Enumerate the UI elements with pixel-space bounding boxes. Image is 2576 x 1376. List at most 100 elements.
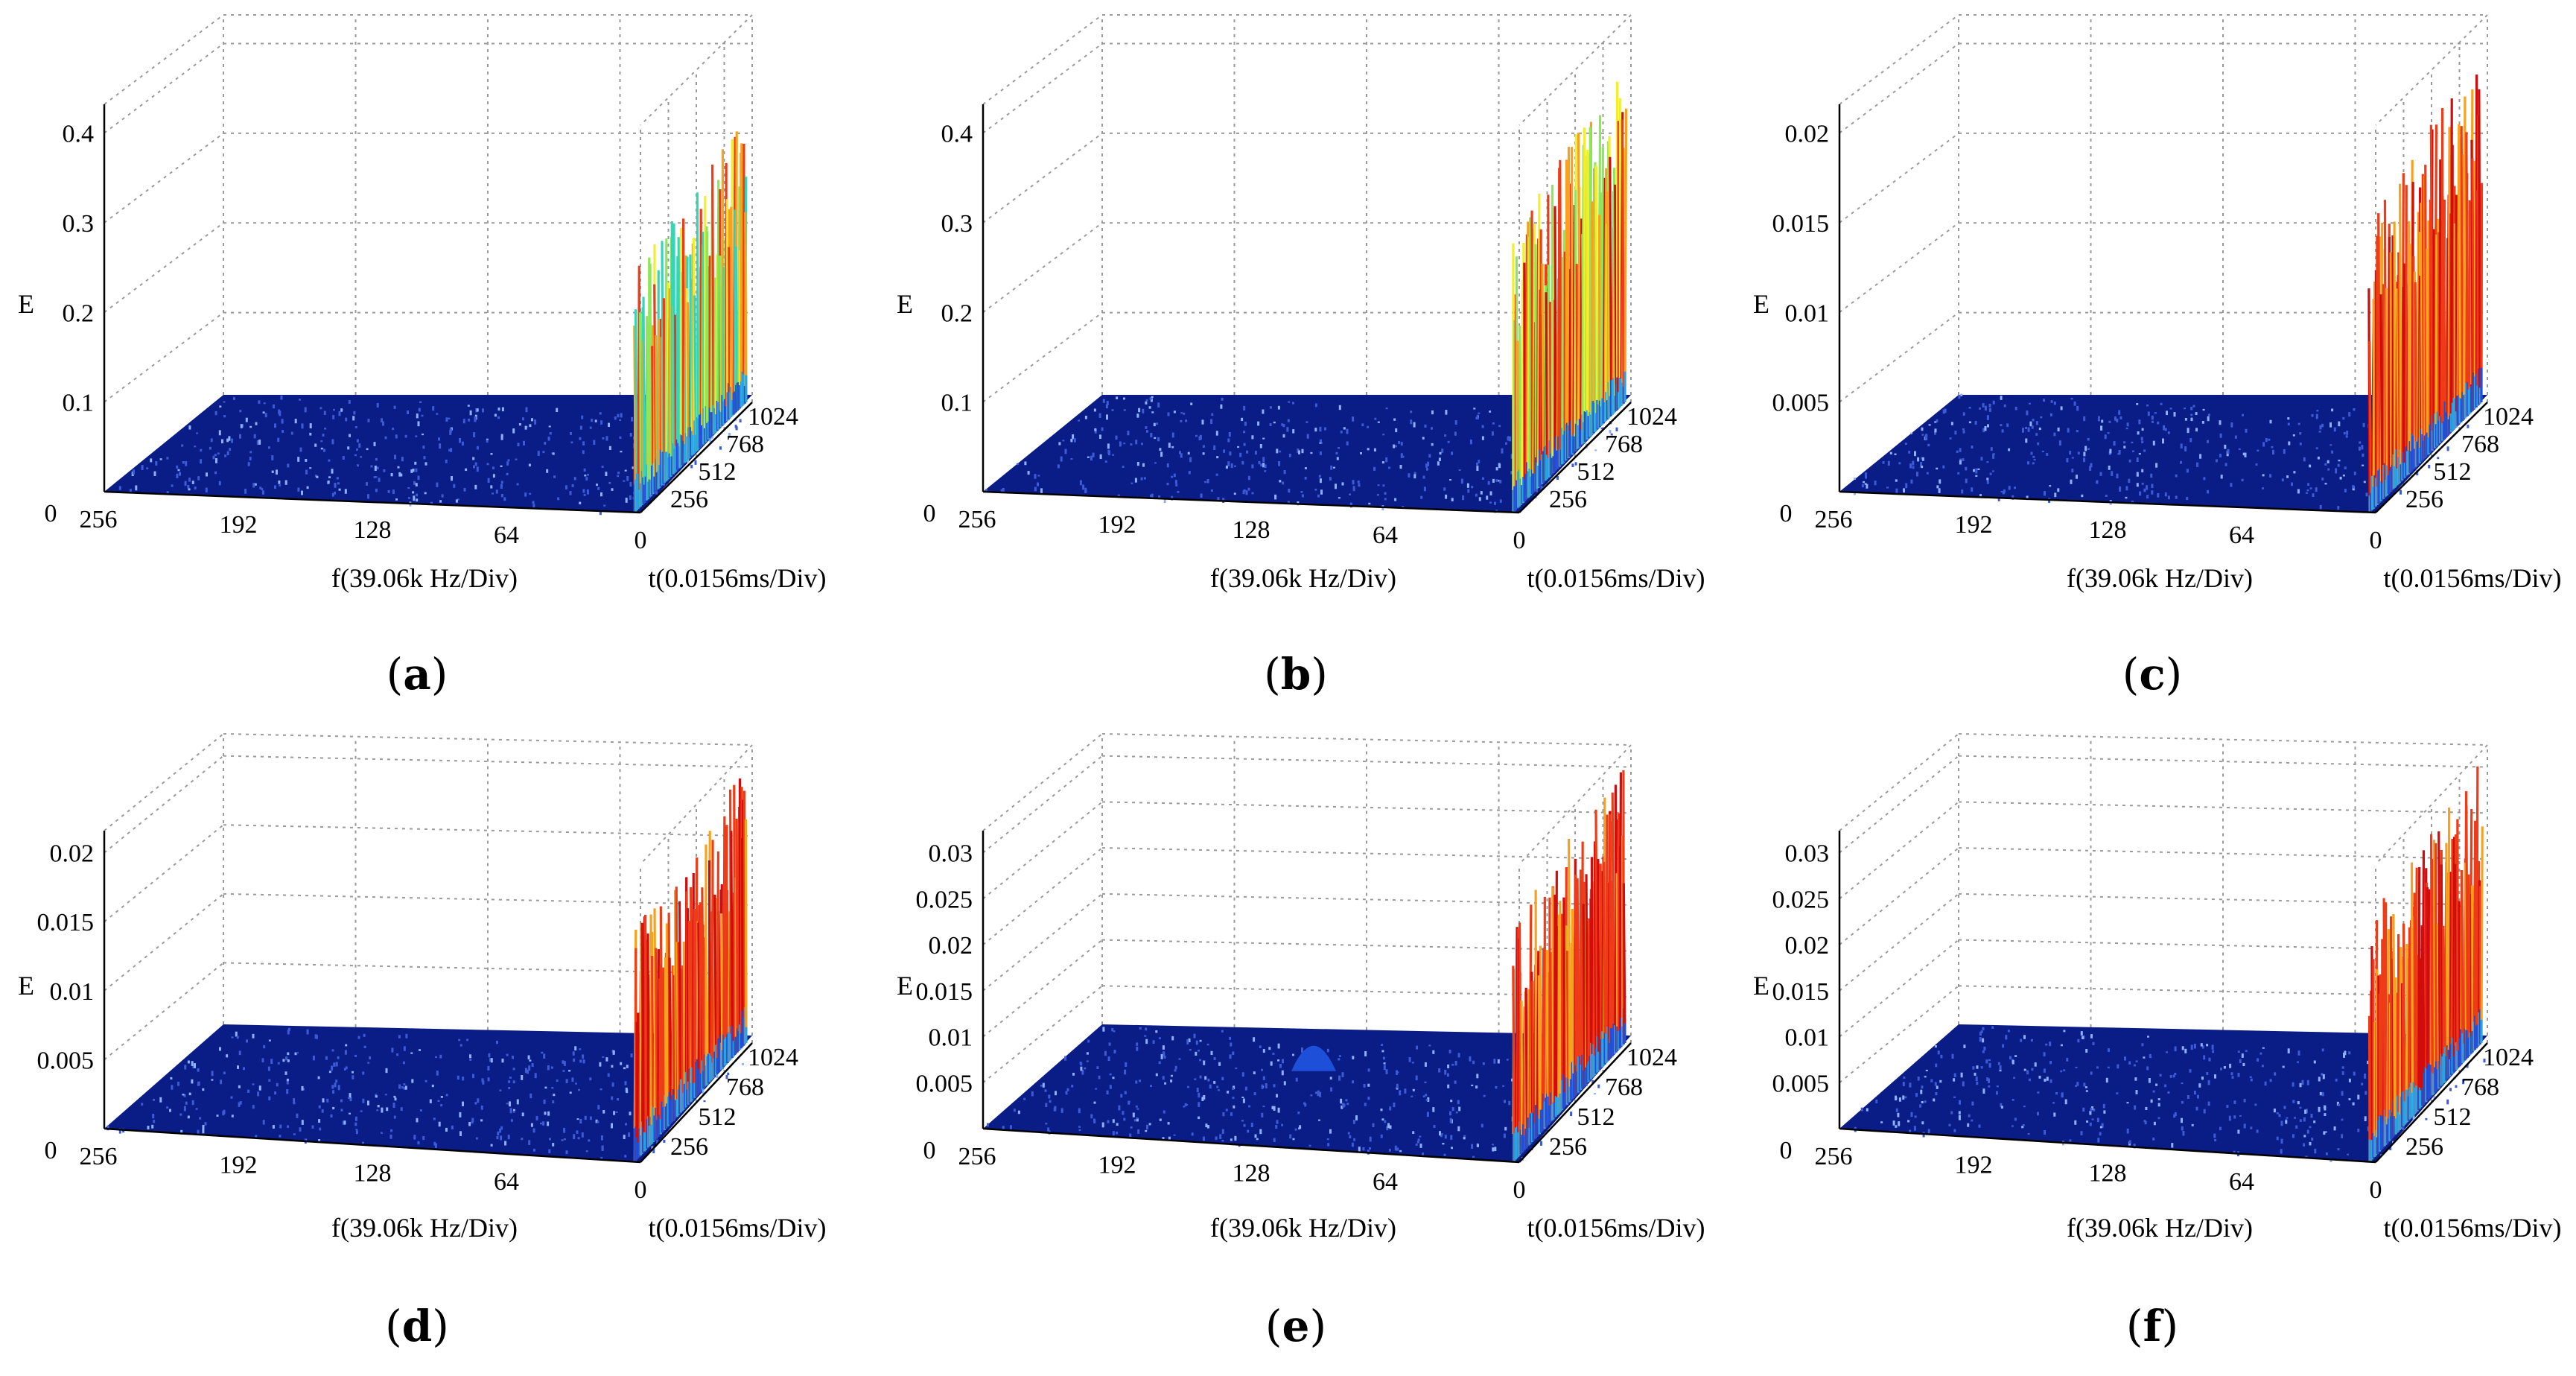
t-tick-label: 768 <box>726 431 764 458</box>
grid-z-back <box>1958 847 2488 860</box>
grid-z-left <box>1839 755 1959 854</box>
grid-z-left <box>982 311 1103 403</box>
z-tick-label: 0.4 <box>941 121 973 148</box>
grid-top-left <box>982 733 1103 831</box>
floor-noise <box>986 1027 1606 1161</box>
grid-z-left <box>982 755 1103 854</box>
grid-z-left <box>104 42 224 134</box>
f-tick-label: 192 <box>1955 1151 1993 1179</box>
grid-z-left <box>1839 893 1959 992</box>
t-tick-label: 512 <box>1577 458 1615 486</box>
grid-z-left <box>982 133 1103 223</box>
t-axis <box>2375 402 2488 513</box>
f-tick-label: 256 <box>1815 1143 1853 1170</box>
z-axis-label: E <box>18 289 34 319</box>
f-tick-label: 64 <box>2229 521 2254 549</box>
z-tick-label: 0.3 <box>63 210 95 238</box>
floor-surface <box>104 395 752 513</box>
f-axis-label: f(39.06k Hz/Div) <box>2067 1213 2253 1243</box>
f-tick-label: 256 <box>1815 506 1853 533</box>
grid-top-side <box>1518 14 1632 126</box>
grid-top-side <box>1518 744 1632 865</box>
grid-z-left <box>1839 311 1959 403</box>
grid-z-left <box>982 222 1103 314</box>
grid-z-left <box>982 985 1103 1084</box>
grid-z-left <box>104 962 224 1061</box>
z-zero-label: 0 <box>923 1137 936 1164</box>
f-axis-label: f(39.06k Hz/Div) <box>1210 563 1396 593</box>
t-axis-label: t(0.0156ms/Div) <box>1527 563 1705 593</box>
grid-top-left <box>1839 733 1959 831</box>
grid-z-back <box>223 755 753 768</box>
z-axis-label: E <box>897 289 913 319</box>
f-tick-label: 64 <box>1373 521 1398 549</box>
floor-noise <box>106 1027 744 1159</box>
f-tick-label: 128 <box>1233 516 1270 544</box>
grid-z-back <box>1101 847 1632 860</box>
z-tick-label: 0.015 <box>1772 210 1830 238</box>
z-zero-label: 0 <box>1780 500 1793 527</box>
t-tick-label: 256 <box>670 1133 708 1161</box>
z-tick-label: 0.1 <box>941 390 973 417</box>
f-axis <box>104 490 641 514</box>
energy-wall <box>2367 766 2484 1163</box>
panel-caption: (f) <box>2126 1301 2178 1351</box>
grid-top-side <box>640 744 753 865</box>
f-tick-label: 192 <box>1098 511 1136 539</box>
z-tick-label: 0.005 <box>1772 1070 1830 1097</box>
t-axis <box>640 402 753 513</box>
t-tick-label: 1024 <box>2483 1044 2534 1071</box>
grid-z-left <box>1839 985 1959 1084</box>
f-axis <box>1839 490 2376 514</box>
panel-caption-letter: a <box>403 649 431 700</box>
z-zero-label: 0 <box>1780 1137 1793 1164</box>
t-axis <box>640 1042 753 1163</box>
f-tick-label: 128 <box>354 1160 392 1188</box>
floor-peak <box>1291 1045 1336 1071</box>
panel-caption: (b) <box>1264 649 1328 700</box>
panel-caption-letter: d <box>402 1301 433 1351</box>
z-tick-label: 0.005 <box>916 1070 973 1097</box>
energy-wall <box>633 778 748 1163</box>
grid-z-left <box>104 311 224 403</box>
z-tick-label: 0.02 <box>1785 121 1830 148</box>
grid-z-back <box>223 893 753 906</box>
z-tick-label: 0.015 <box>916 978 973 1006</box>
subplot-f: 0.005 0.01 0.015 0.02 0.025 0.03 0 E 256 192 128 64… <box>1753 733 2562 1351</box>
t-tick-label: 1024 <box>1626 403 1677 431</box>
t-tick-label: 768 <box>1605 1074 1643 1101</box>
t-axis-label: t(0.0156ms/Div) <box>2384 1213 2562 1243</box>
t-tick-label: 1024 <box>2483 403 2534 431</box>
t-axis-label: t(0.0156ms/Div) <box>649 563 827 593</box>
z-axis-label: E <box>1753 289 1769 319</box>
z-zero-label: 0 <box>45 500 57 527</box>
grid-z-left <box>1839 133 1959 223</box>
f-tick-label: 192 <box>220 1151 258 1179</box>
grid-top-left <box>104 14 224 105</box>
t-axis-label: t(0.0156ms/Div) <box>1527 1213 1705 1243</box>
grid-top-left <box>1839 14 1959 105</box>
z-tick-label: 0.025 <box>916 886 973 913</box>
z-tick-label: 0.005 <box>1772 390 1830 417</box>
f-tick-label: 0 <box>635 1176 647 1204</box>
f-tick-label: 256 <box>80 506 118 533</box>
grid-z-back <box>1958 893 2488 906</box>
z-tick-label: 0.015 <box>37 909 95 936</box>
z-tick-label: 0.2 <box>63 299 95 327</box>
f-tick-label: 192 <box>1955 511 1993 539</box>
z-tick-label: 0.03 <box>929 840 973 868</box>
t-axis <box>2375 1042 2488 1163</box>
f-tick-label: 256 <box>958 1143 996 1170</box>
z-tick-label: 0.01 <box>929 1024 973 1052</box>
floor-surface <box>1839 1024 2487 1162</box>
floor-surface <box>104 1024 752 1162</box>
t-axis <box>1518 402 1632 513</box>
z-tick-label: 0.2 <box>941 299 973 327</box>
t-tick-label: 256 <box>1549 1133 1587 1161</box>
grid-z-left <box>1839 801 1959 900</box>
z-zero-label: 0 <box>45 1137 57 1164</box>
